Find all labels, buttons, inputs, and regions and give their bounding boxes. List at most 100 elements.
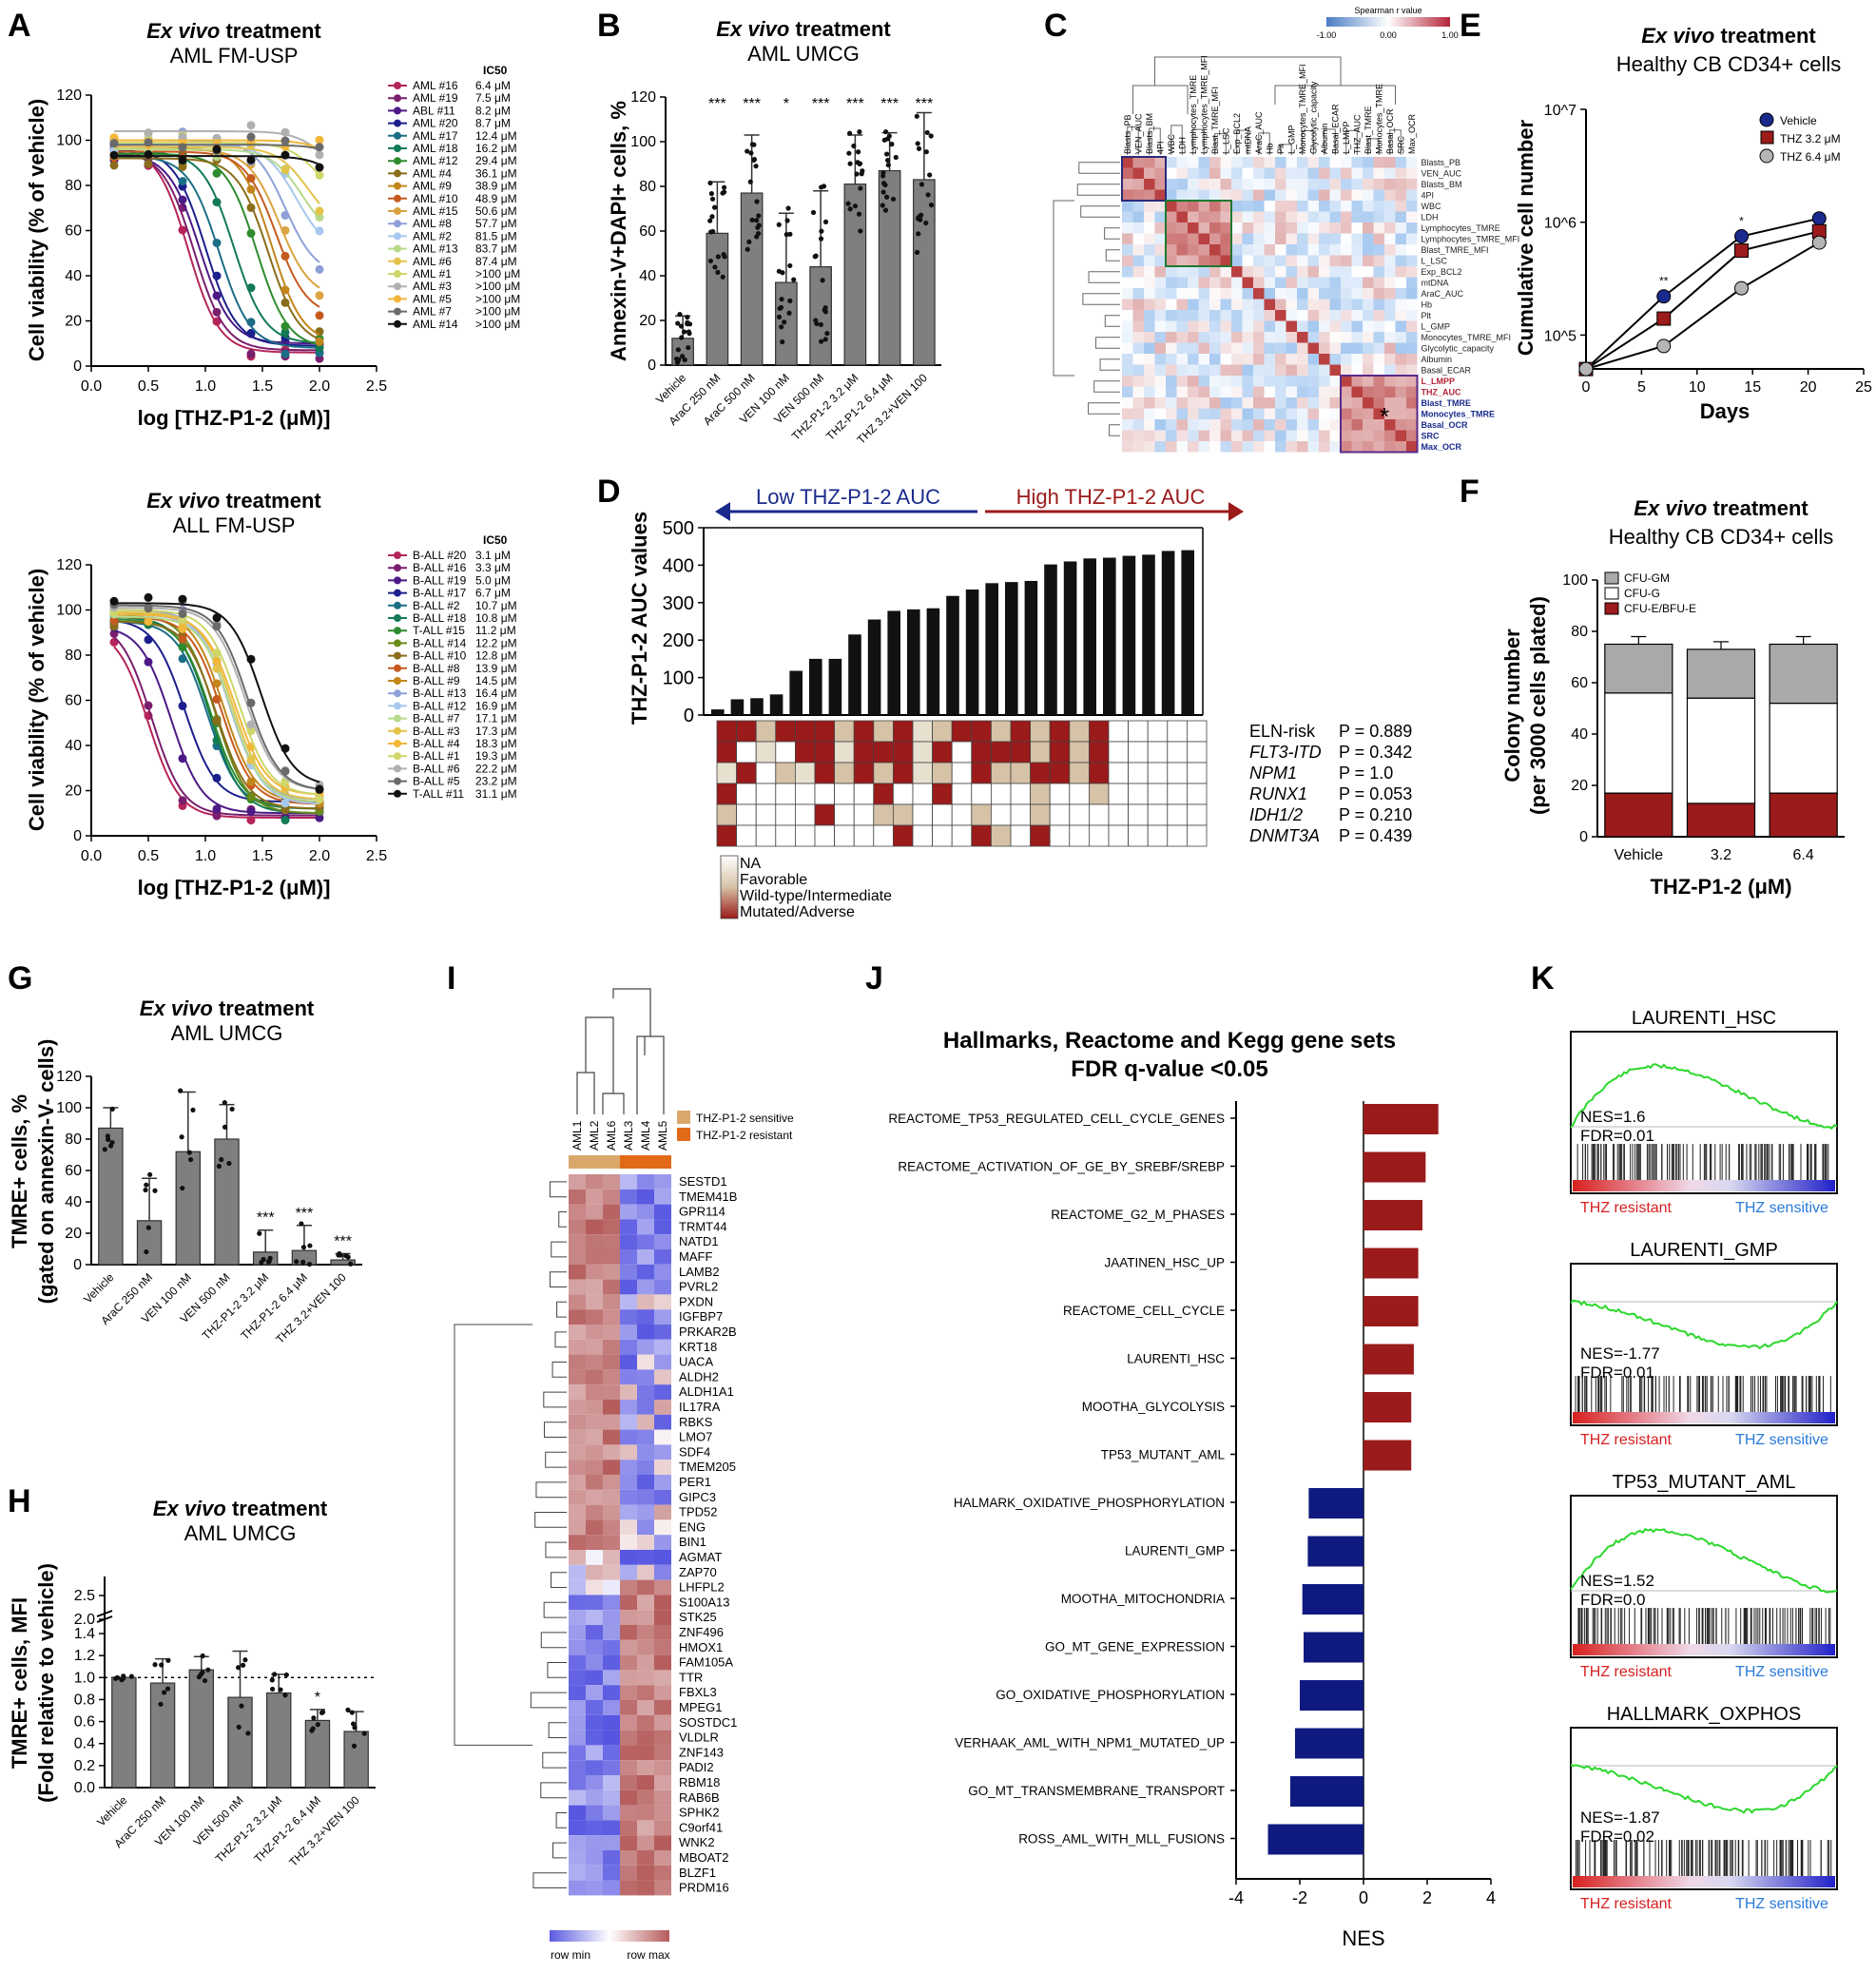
heatmap-cell [569,1535,586,1550]
heatmap-cell [1395,277,1406,288]
heatmap-cell [1329,419,1341,431]
heatmap-cell [1166,376,1177,387]
legend-name: B-ALL #3 [413,725,460,738]
heatmap-cell [1242,211,1253,222]
heatmap-cell [1275,310,1286,321]
heatmap-cell [569,1835,586,1850]
heatmap-cell [620,1234,637,1249]
mutation-cell [755,783,777,805]
mutation-cell [1108,762,1130,784]
data-point [280,327,290,337]
heatmap-cell [569,1325,586,1340]
data-point [919,182,925,187]
heatmap-cell [1166,397,1177,409]
heatmap-cell [1154,430,1166,441]
heatmap-cell [637,1294,654,1310]
x-tick-label: 2.5 [366,848,387,864]
heatmap-cell [1231,364,1243,376]
heatmap-cell [1329,397,1341,409]
mutation-cell [775,803,796,826]
group-bar [620,1155,637,1169]
data-point [350,1721,357,1727]
legend-name: T-ALL #15 [413,624,465,637]
data-point [756,213,762,219]
heatmap-cell [1406,376,1418,387]
legend-ic50: 12.2 μM [475,636,517,649]
heatmap-cell [1286,310,1297,321]
data-point [235,1665,242,1671]
mutation-cell [814,720,836,743]
legend-tick: 0.00 [1380,30,1397,40]
axis-break [96,1610,113,1617]
heatmap-cell [1242,299,1253,310]
sensitive-label: THZ sensitive [1735,1432,1828,1448]
heatmap-cell [1373,277,1384,288]
heatmap-cell [1144,277,1155,288]
data-point [246,203,256,212]
heatmap-cell [620,1789,637,1806]
heatmap-cell [1384,332,1396,343]
heatmap-cell [1373,266,1384,278]
heatmap-cell [1329,299,1341,310]
heatmap-cell [1384,266,1396,278]
heatmap-cell [1264,441,1275,453]
data-point [216,1163,222,1170]
data-point [780,339,785,345]
auc-bar [769,694,783,715]
legend-marker [394,94,401,103]
heatmap-cell [603,1880,620,1896]
heatmap-cell [1166,277,1177,288]
data-point [178,155,187,164]
y-tick-label: 0 [684,706,694,726]
heatmap-cell [1264,397,1275,409]
heatmap-cell [1198,332,1209,343]
data-point [715,269,721,275]
heatmap-cell [1144,244,1155,256]
heatmap-cell [637,1654,654,1671]
heatmap-cell [603,1745,620,1761]
heatmap-cell [1264,211,1275,222]
data-point [677,312,683,318]
heatmap-cell [586,1234,603,1249]
legend-marker [394,551,401,559]
data-point [847,130,853,136]
legend-entry: Wild-type/Intermediate [740,888,892,904]
heatmap-cell [1209,408,1221,419]
heatmap-cell [1188,397,1199,409]
A_top-title: Ex vivo treatment [146,19,321,43]
heatmap-cell [1176,167,1188,179]
y-tick-label: 0 [1579,829,1588,845]
heatmap-cell [1209,441,1221,453]
data-point [711,204,718,210]
heatmap-cell [1176,342,1188,354]
heatmap-cell [1307,310,1319,321]
mutation-cell [1187,741,1208,764]
col-label: SRC [1397,135,1406,154]
heatmap-cell [1395,430,1406,441]
mutation-cell [755,762,777,784]
data-point [884,194,890,200]
mutation-cell [912,762,934,784]
heatmap-cell [654,1309,671,1325]
heatmap-cell [654,1174,671,1190]
row-label: Blast_TMRE [1422,398,1472,408]
heatmap-cell [1363,211,1374,222]
column-label: AML3 [622,1120,635,1151]
heatmap-cell [586,1384,603,1400]
heatmap-cell [1132,332,1144,343]
data-point [280,321,290,331]
heatmap-cell [1242,277,1253,288]
heatmap-cell [1319,364,1330,376]
legend-name: CFU-E/BFU-E [1624,602,1696,615]
heatmap-cell [603,1579,620,1596]
heatmap-cell [1395,299,1406,310]
data-point [751,142,757,147]
mutation-cell [951,720,973,743]
heatmap-cell [1275,376,1286,387]
legend-name: AML #6 [413,255,452,268]
heatmap-cell [603,1460,620,1475]
col-label: Plt [1276,144,1286,154]
heatmap-cell [1297,430,1308,441]
data-point [212,613,222,623]
data-point [178,143,187,152]
